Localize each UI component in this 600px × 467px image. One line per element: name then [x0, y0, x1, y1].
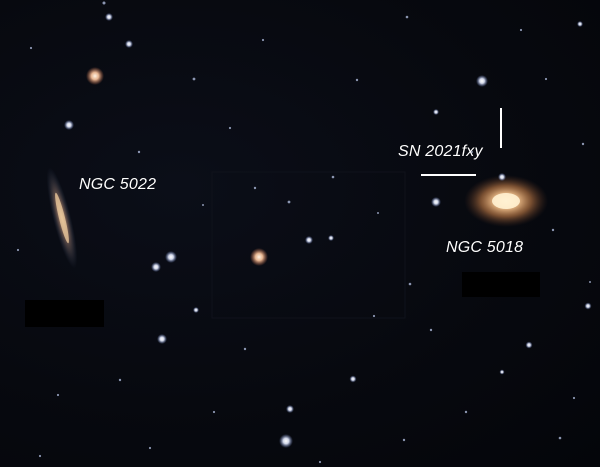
star: [86, 67, 104, 85]
star: [250, 248, 268, 266]
star: [584, 302, 592, 310]
star: [193, 307, 199, 313]
field-frame: [211, 171, 406, 319]
star: [157, 334, 167, 344]
star: [349, 375, 357, 383]
redaction-box-right: [462, 272, 540, 297]
star: [105, 13, 113, 21]
label-ngc5018: NGC 5018: [446, 239, 524, 256]
redaction-box-left: [25, 300, 104, 327]
supernova-marker-horizontal: [421, 174, 476, 176]
star: [476, 75, 488, 87]
star: [328, 235, 334, 241]
label-ngc5022: NGC 5022: [79, 176, 157, 193]
star: [433, 109, 439, 115]
star: [525, 341, 533, 349]
supernova-marker-vertical: [500, 108, 502, 148]
star: [431, 197, 441, 207]
galaxy-ngc5018-core: [492, 193, 520, 209]
star: [577, 21, 583, 27]
star: [165, 251, 177, 263]
star: [499, 369, 505, 375]
faint-stars: [16, 1, 591, 464]
star: [286, 405, 294, 413]
label-supernova: SN 2021fxy: [398, 143, 483, 160]
star: [305, 236, 313, 244]
galaxy-ngc5022-core: [55, 192, 69, 244]
supernova-host-star: [498, 173, 506, 181]
star: [151, 262, 161, 272]
star: [64, 120, 74, 130]
star: [279, 434, 293, 448]
star: [125, 40, 133, 48]
